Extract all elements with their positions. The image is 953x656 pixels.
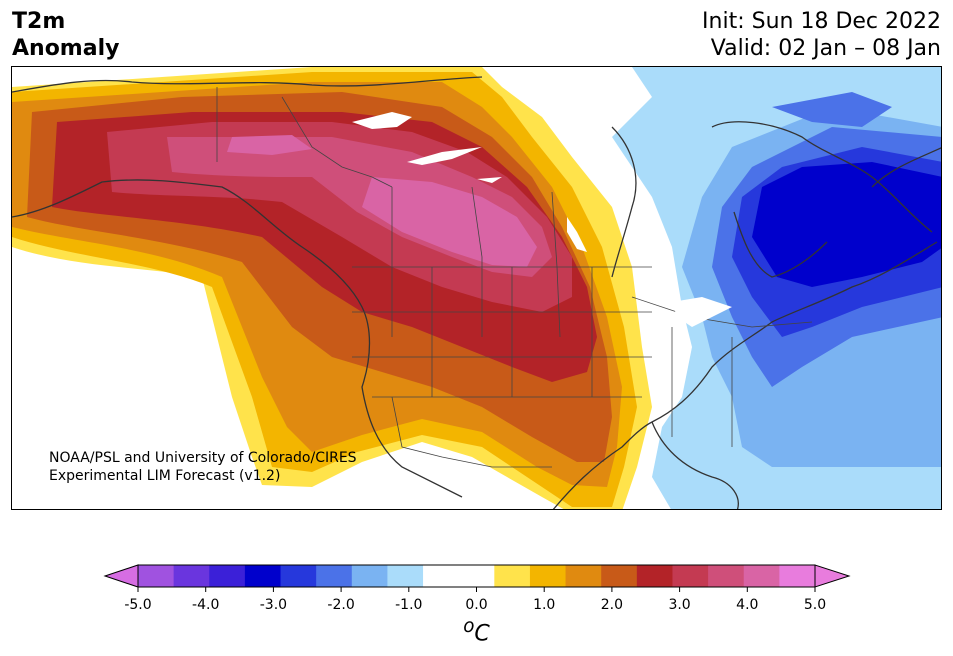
coastlines — [12, 76, 941, 509]
colorbar-box — [387, 565, 424, 587]
colorbar-under-arrow — [103, 564, 139, 588]
colorbar-tick-label: 4.0 — [736, 597, 758, 613]
colorbar: -5.0 -4.0 -3.0 -2.0 -1.0 0.0 1.0 2.0 3.0 4.0 5.0 — [103, 564, 851, 613]
colorbar-box — [351, 565, 388, 587]
colorbar-box — [173, 565, 210, 587]
colorbar-tick-label: 2.0 — [601, 597, 623, 613]
colorbar-tick-label: -4.0 — [192, 597, 219, 613]
data-credit: NOAA/PSL and University of Colorado/CIRE… — [49, 449, 357, 485]
lake-winnipeg — [567, 217, 587, 252]
colorbar-tick-label: -1.0 — [395, 597, 422, 613]
colorbar-box — [316, 565, 353, 587]
map-title: T2m Anomaly — [12, 8, 119, 62]
lakes — [352, 112, 732, 327]
valid-dates: Valid: 02 Jan – 08 Jan — [710, 36, 941, 61]
colorbar-box — [138, 565, 175, 587]
political-borders — [216, 87, 813, 468]
colorbar-box — [565, 565, 602, 587]
colorbar-box — [529, 565, 567, 587]
colorbar-box — [779, 565, 816, 587]
great-bear-lake — [352, 112, 412, 129]
anomaly-map — [11, 66, 942, 510]
title-line-variable: T2m — [12, 9, 66, 34]
colorbar-box — [601, 565, 638, 587]
colorbar-box — [209, 565, 246, 587]
colorbar-ticks: -5.0 -4.0 -3.0 -2.0 -1.0 0.0 1.0 2.0 3.0 4.0 5.0 — [124, 587, 826, 613]
colorbar-tick-label: 5.0 — [804, 597, 826, 613]
warm-anomaly-field — [12, 67, 652, 509]
colorbar-unit: oC — [0, 616, 953, 646]
unit-letter: C — [474, 621, 490, 647]
colorbar-tick-label: -2.0 — [327, 597, 354, 613]
great-lakes — [672, 297, 732, 327]
lake-athabasca — [477, 177, 502, 183]
forecast-dates: Init: Sun 18 Dec 2022 Valid: 02 Jan – 08… — [702, 8, 941, 62]
warm-contour-5c — [227, 135, 312, 155]
init-date: Init: Sun 18 Dec 2022 — [702, 9, 941, 34]
cold-anomaly-field — [612, 67, 941, 509]
credit-line-2: Experimental LIM Forecast (v1.2) — [49, 468, 281, 484]
cold-arctic-patch-inner — [772, 92, 892, 127]
title-line-anomaly: Anomaly — [12, 36, 120, 61]
colorbar-box — [636, 565, 673, 587]
colorbar-box — [743, 565, 780, 587]
colorbar-box — [458, 565, 495, 587]
unit-degree: o — [463, 616, 475, 637]
colorbar-box — [280, 565, 317, 587]
colorbar-tick-label: -5.0 — [124, 597, 151, 613]
colorbar-boxes — [103, 564, 851, 588]
colorbar-over-arrow — [814, 564, 851, 588]
colorbar-box — [494, 565, 531, 587]
colorbar-tick-label: 1.0 — [533, 597, 555, 613]
colorbar-tick-label: 0.0 — [465, 597, 487, 613]
colorbar-box — [244, 565, 282, 587]
colorbar-box — [672, 565, 709, 587]
cold-contour-2-5c — [752, 162, 941, 287]
colorbar-tick-label: 3.0 — [668, 597, 690, 613]
warm-contour-4-5c — [362, 177, 537, 267]
great-slave-lake — [407, 147, 482, 165]
colorbar-box — [708, 565, 745, 587]
credit-line-1: NOAA/PSL and University of Colorado/CIRE… — [49, 450, 357, 466]
colorbar-box — [423, 565, 460, 587]
colorbar-tick-label: -3.0 — [260, 597, 287, 613]
